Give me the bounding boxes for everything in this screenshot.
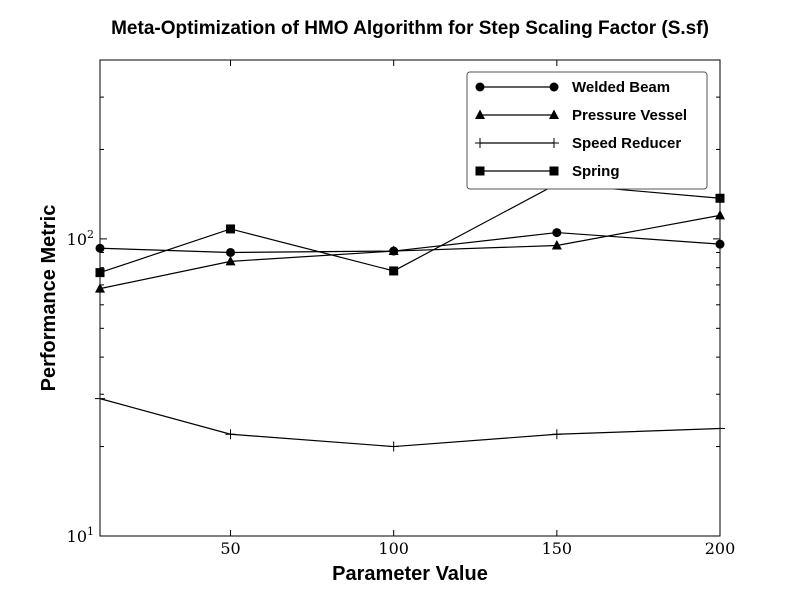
legend-marker bbox=[475, 109, 485, 119]
x-tick-label: 200 bbox=[705, 539, 736, 558]
data-point bbox=[389, 266, 399, 276]
chart-title: Meta-Optimization of HMO Algorithm for S… bbox=[111, 18, 709, 39]
plot-area bbox=[99, 59, 721, 537]
data-point bbox=[715, 239, 725, 249]
y-tick-base: 10 bbox=[67, 527, 87, 546]
data-point bbox=[95, 268, 105, 278]
legend-entry: Spring bbox=[475, 163, 620, 180]
y-tick-label: 101 bbox=[67, 525, 94, 546]
legend-entry: Welded Beam bbox=[475, 79, 670, 96]
series-layer bbox=[95, 179, 725, 452]
data-point bbox=[225, 255, 236, 266]
data-point bbox=[388, 441, 399, 452]
legend: Welded Beam Pressure Vessel Speed Reducer S… bbox=[466, 71, 708, 190]
x-axis-label: Parameter Value bbox=[332, 563, 488, 585]
y-tick-base: 10 bbox=[67, 230, 87, 249]
data-point bbox=[95, 283, 105, 293]
x-tick-label: 50 bbox=[220, 539, 240, 558]
x-tick-label: 150 bbox=[542, 539, 573, 558]
data-point bbox=[388, 245, 399, 256]
legend-label: Spring bbox=[572, 163, 620, 180]
series-line bbox=[99, 231, 721, 254]
legend-marker bbox=[549, 82, 559, 92]
data-point bbox=[95, 243, 105, 253]
data-point bbox=[715, 193, 725, 203]
data-point bbox=[551, 240, 562, 250]
legend-label: Speed Reducer bbox=[572, 135, 681, 152]
data-point bbox=[551, 429, 562, 440]
series-pressure-vessel bbox=[95, 209, 725, 293]
data-point bbox=[715, 423, 725, 434]
data-point bbox=[552, 228, 562, 238]
legend-entry: Speed Reducer bbox=[475, 135, 681, 152]
data-point bbox=[95, 393, 105, 404]
legend-marker bbox=[475, 138, 485, 148]
y-tick-exponent: 1 bbox=[87, 525, 94, 538]
legend-marker bbox=[549, 109, 559, 119]
data-point bbox=[226, 224, 236, 234]
series-spring bbox=[95, 179, 725, 278]
legend-box bbox=[466, 71, 708, 190]
series-line bbox=[99, 398, 721, 448]
data-point bbox=[715, 209, 725, 220]
legend-marker bbox=[475, 82, 485, 92]
series-line bbox=[99, 214, 721, 290]
legend-label: Welded Beam bbox=[572, 79, 670, 96]
data-point bbox=[225, 429, 236, 440]
legend-marker bbox=[549, 166, 559, 176]
y-tick-exponent: 2 bbox=[87, 228, 94, 241]
legend-label: Pressure Vessel bbox=[572, 107, 687, 124]
y-tick-label: 102 bbox=[67, 228, 94, 249]
legend-marker bbox=[475, 166, 485, 176]
legend-entry: Pressure Vessel bbox=[475, 107, 687, 124]
y-axis-label: Performance Metric bbox=[38, 205, 60, 392]
series-line bbox=[99, 183, 721, 274]
data-point bbox=[226, 247, 236, 257]
series-speed-reducer bbox=[95, 393, 725, 452]
legend-marker bbox=[549, 138, 559, 148]
x-tick-label: 100 bbox=[378, 539, 409, 558]
